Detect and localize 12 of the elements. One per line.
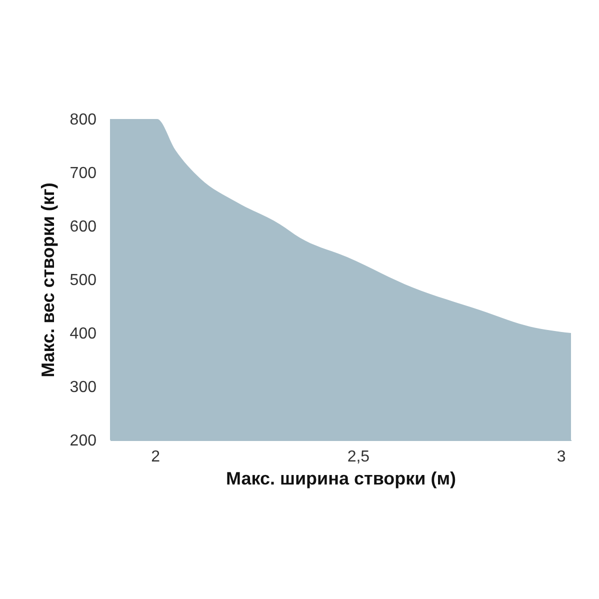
x-tick-label: 2 [151, 448, 160, 466]
x-tick-label: 3 [556, 448, 566, 466]
y-tick-label: 600 [70, 218, 97, 236]
y-tick-label: 200 [70, 432, 97, 450]
y-tick-label: 300 [70, 379, 97, 396]
y-axis-title: Макс. вес створки (кг) [38, 182, 58, 378]
y-tick-label: 400 [70, 326, 97, 342]
x-tick-label: 2,5 [347, 448, 370, 466]
x-axis-title: Макс. ширина створки (м) [226, 468, 456, 488]
y-tick-label: 500 [70, 272, 97, 289]
y-tick-label: 800 [70, 112, 97, 128]
y-tick-label: 700 [70, 165, 97, 182]
